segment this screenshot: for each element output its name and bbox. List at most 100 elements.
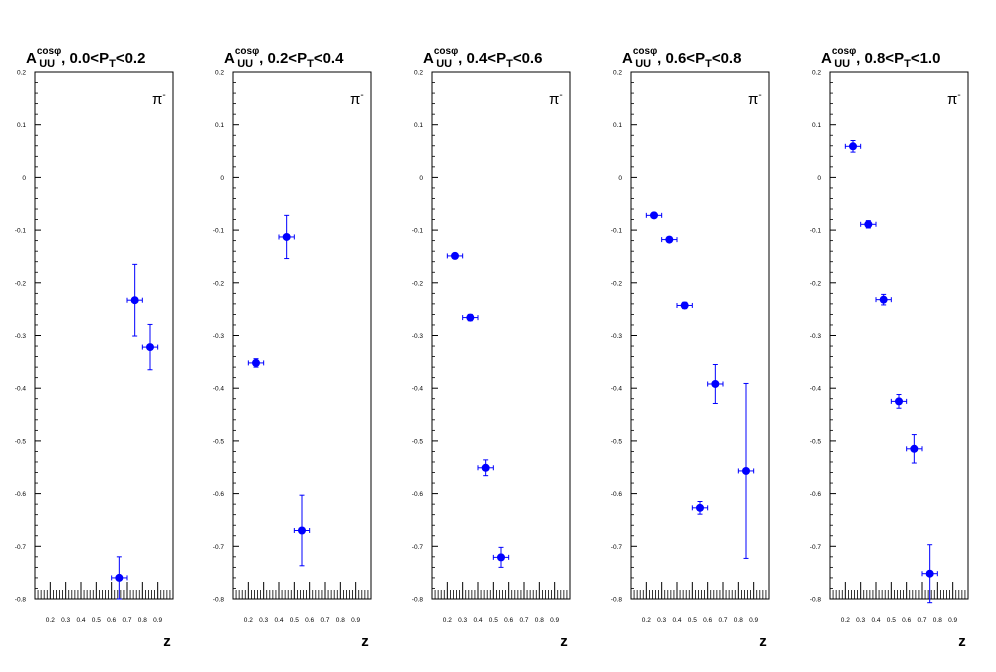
y-tick-label: -0.2 — [611, 280, 623, 287]
x-tick-label: 0.4 — [871, 617, 880, 624]
x-tick-label: 0.9 — [749, 617, 758, 624]
panel-1: 0.2 0.1 0 -0.1 -0.2 -0.3 -0.4 -0.5 -0.6 -0.7 -0.8 0… — [15, 46, 174, 650]
y-tick-label: 0.1 — [215, 122, 224, 129]
y-tick-label: -0.5 — [412, 438, 424, 445]
y-tick-label: -0.5 — [15, 438, 27, 445]
x-tick-label: 0.4 — [473, 617, 482, 624]
marker — [711, 379, 720, 388]
x-tick-label: 0.2 — [642, 617, 651, 624]
particle-label: π- — [947, 90, 961, 108]
plot-frame — [630, 71, 770, 600]
y-tick-label: -0.2 — [412, 280, 424, 287]
data-point — [278, 214, 295, 260]
panel-title: Acosφ UU, 0.0<PT<0.2 — [26, 46, 145, 70]
y-tick-label: 0.2 — [17, 70, 26, 77]
x-axis-label: z — [163, 633, 171, 650]
data-point — [860, 220, 877, 229]
y-tick-label: -0.8 — [213, 597, 225, 604]
marker — [864, 220, 873, 229]
marker — [481, 463, 490, 472]
y-tick-label: -0.5 — [611, 438, 623, 445]
marker — [650, 211, 658, 220]
y-tick-label: -0.1 — [810, 228, 822, 235]
x-tick-label: 0.3 — [259, 617, 268, 624]
x-tick-label: 0.4 — [76, 617, 85, 624]
data-point — [691, 501, 709, 515]
y-tick-label: 0.1 — [812, 122, 821, 129]
marker — [925, 569, 934, 578]
x-tick-label: 0.4 — [274, 617, 283, 624]
data-point — [446, 251, 464, 260]
y-tick-label: 0.2 — [812, 70, 821, 77]
y-tick-label: -0.7 — [611, 544, 623, 551]
data-point — [737, 382, 755, 559]
x-axis-label: z — [361, 633, 369, 650]
x-tick-label: 0.8 — [138, 617, 147, 624]
y-tick-label: -0.2 — [213, 280, 225, 287]
x-tick-label: 0.7 — [917, 617, 926, 624]
plot-frame — [829, 71, 969, 600]
y-tick-label: -0.2 — [810, 280, 822, 287]
x-tick-label: 0.2 — [46, 617, 55, 624]
data-point — [126, 263, 143, 337]
y-tick-label: 0 — [22, 175, 26, 182]
x-tick-label: 0.7 — [320, 617, 329, 624]
y-tick-label: -0.4 — [412, 386, 424, 393]
x-tick-label: 0.2 — [443, 617, 452, 624]
y-tick-label: -0.3 — [213, 333, 225, 340]
marker — [146, 343, 154, 352]
data-point — [906, 434, 923, 464]
x-tick-label: 0.6 — [703, 617, 712, 624]
x-tick-label: 0.8 — [535, 617, 544, 624]
marker — [849, 142, 857, 151]
marker — [497, 553, 505, 562]
x-tick-label: 0.5 — [489, 617, 498, 624]
y-tick-label: -0.7 — [15, 544, 27, 551]
x-tick-label: 0.8 — [336, 617, 345, 624]
marker — [680, 301, 689, 310]
x-tick-label: 0.9 — [351, 617, 360, 624]
particle-label: π- — [350, 90, 364, 108]
x-tick-label: 0.7 — [718, 617, 727, 624]
x-axis-label: z — [958, 633, 966, 650]
marker — [298, 526, 306, 535]
y-tick-label: -0.8 — [15, 597, 27, 604]
marker — [466, 313, 475, 322]
marker — [742, 466, 750, 475]
x-tick-label: 0.7 — [519, 617, 528, 624]
marker — [895, 397, 903, 406]
x-tick-label: 0.9 — [550, 617, 559, 624]
data-point — [645, 211, 663, 220]
y-tick-label: -0.6 — [15, 491, 27, 498]
marker — [696, 503, 704, 512]
data-point — [462, 313, 479, 322]
y-tick-label: -0.1 — [412, 228, 424, 235]
y-tick-label: -0.6 — [412, 491, 424, 498]
marker — [910, 444, 919, 453]
y-tick-label: -0.3 — [412, 333, 424, 340]
x-tick-label: 0.3 — [657, 617, 666, 624]
y-tick-label: -0.1 — [15, 228, 27, 235]
y-tick-label: -0.3 — [611, 333, 623, 340]
y-tick-label: 0 — [618, 175, 622, 182]
data-point — [676, 301, 693, 310]
data-point — [707, 363, 724, 404]
y-tick-label: -0.7 — [810, 544, 822, 551]
y-tick-label: -0.3 — [15, 333, 27, 340]
data-point — [844, 140, 862, 153]
panel-title: Acosφ UU, 0.2<PT<0.4 — [224, 46, 344, 70]
x-tick-label: 0.3 — [458, 617, 467, 624]
plot-frame — [34, 71, 174, 600]
y-tick-label: 0.2 — [215, 70, 224, 77]
panel-4: 0.2 0.1 0 -0.1 -0.2 -0.3 -0.4 -0.5 -0.6 -0.7 -0.8 0… — [611, 46, 770, 650]
y-tick-label: -0.7 — [412, 544, 424, 551]
data-point — [661, 235, 678, 244]
data-point — [111, 556, 128, 600]
y-tick-label: 0.2 — [414, 70, 423, 77]
data-point — [492, 546, 510, 568]
x-tick-label: 0.5 — [887, 617, 896, 624]
x-tick-label: 0.3 — [61, 617, 70, 624]
x-tick-label: 0.6 — [504, 617, 513, 624]
x-tick-label: 0.3 — [856, 617, 865, 624]
particle-label: π- — [152, 90, 166, 108]
